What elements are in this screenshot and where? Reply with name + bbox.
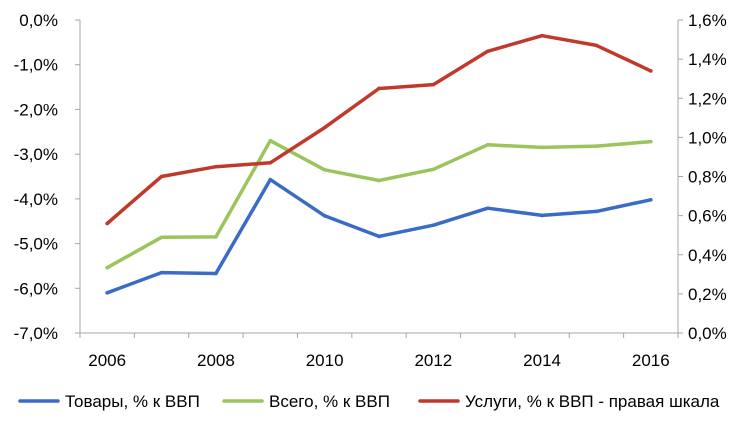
x-tick-label: 2014 bbox=[523, 351, 561, 370]
data-point bbox=[159, 235, 164, 240]
data-point bbox=[377, 86, 381, 91]
data-point bbox=[540, 33, 544, 38]
data-point bbox=[594, 144, 599, 148]
right-y-tick-label: 0,4% bbox=[688, 246, 727, 265]
right-y-tick-label: 1,0% bbox=[688, 128, 727, 147]
lines-layer bbox=[105, 33, 653, 295]
data-point bbox=[322, 214, 327, 218]
legend-label: Товары, % к ВВП bbox=[65, 392, 200, 411]
left-y-tick-label: -7,0% bbox=[14, 324, 58, 343]
data-point bbox=[322, 167, 327, 172]
left-y-tick-label: 0,0% bbox=[19, 11, 58, 30]
data-point bbox=[649, 139, 653, 144]
data-point bbox=[268, 177, 273, 182]
data-point bbox=[105, 265, 109, 270]
data-point bbox=[485, 49, 490, 54]
data-point bbox=[105, 290, 109, 295]
data-point bbox=[540, 145, 544, 150]
x-tick-label: 2016 bbox=[632, 351, 670, 370]
left-y-tick-label: -5,0% bbox=[14, 235, 58, 254]
axes-layer: 0,0% -1,0% -2,0% -3,0% -4,0% -5,0% -6,0% -7,0% 1… bbox=[14, 11, 727, 370]
data-point bbox=[377, 178, 381, 183]
data-point bbox=[594, 209, 599, 214]
data-point bbox=[159, 270, 164, 275]
data-point bbox=[594, 43, 599, 48]
data-point bbox=[377, 234, 381, 239]
legend-label: Всего, % к ВВП bbox=[269, 392, 390, 411]
data-point bbox=[268, 138, 273, 143]
data-point bbox=[214, 164, 218, 169]
legend-label: Услуги, % к ВВП - правая шкала bbox=[465, 392, 720, 411]
right-y-tick-label: 1,4% bbox=[688, 50, 727, 69]
data-point bbox=[105, 221, 109, 226]
data-point bbox=[431, 167, 436, 172]
series-line-3 bbox=[105, 33, 653, 226]
x-tick-label: 2010 bbox=[306, 351, 344, 370]
data-point bbox=[649, 197, 653, 202]
left-y-tick-label: -6,0% bbox=[14, 279, 58, 298]
right-y-tick-label: 0,8% bbox=[688, 168, 727, 187]
right-y-tick-label: 0,6% bbox=[688, 207, 727, 226]
right-y-tick-label: 1,2% bbox=[688, 89, 727, 108]
right-y-tick-label: 0,2% bbox=[688, 285, 727, 304]
data-point bbox=[159, 174, 164, 179]
data-point bbox=[214, 235, 218, 239]
x-tick-label: 2006 bbox=[88, 351, 126, 370]
x-tick-label: 2008 bbox=[197, 351, 235, 370]
left-y-tick-label: -2,0% bbox=[14, 100, 58, 119]
left-y-tick-label: -4,0% bbox=[14, 190, 58, 209]
left-y-tick-label: -1,0% bbox=[14, 56, 58, 75]
data-point bbox=[485, 206, 490, 211]
left-y-tick-label: -3,0% bbox=[14, 145, 58, 164]
data-point bbox=[649, 69, 653, 73]
data-point bbox=[268, 161, 273, 165]
data-point bbox=[485, 142, 490, 147]
data-point bbox=[322, 125, 327, 130]
data-point bbox=[431, 223, 436, 228]
x-tick-label: 2012 bbox=[414, 351, 452, 370]
right-y-tick-label: 1,6% bbox=[688, 11, 727, 30]
data-point bbox=[540, 213, 544, 218]
data-point bbox=[431, 82, 436, 87]
legend: Товары, % к ВВП Всего, % к ВВП Услуги, % к… bbox=[18, 392, 720, 411]
data-point bbox=[214, 271, 218, 276]
series-line-2 bbox=[105, 138, 653, 270]
right-y-tick-label: 0,0% bbox=[688, 324, 727, 343]
